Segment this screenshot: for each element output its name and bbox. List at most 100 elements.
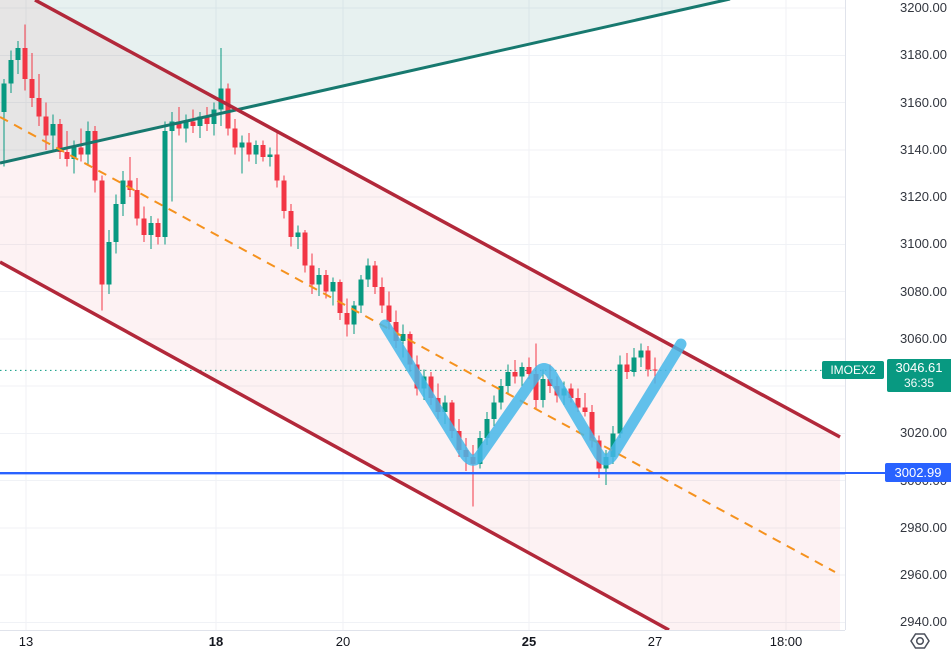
price-axis-label: 3020.00 [900, 425, 947, 441]
candle-body [582, 407, 588, 412]
candle-body [190, 121, 196, 127]
candle-body [638, 350, 644, 358]
candle-body [36, 97, 42, 117]
price-axis-label: 3060.00 [900, 330, 947, 346]
candle-body [631, 357, 637, 372]
channel-upper-line[interactable] [34, 0, 841, 439]
candle-body [155, 222, 161, 238]
candle-body [106, 241, 112, 285]
candle-body [442, 402, 448, 412]
candle-body [589, 411, 595, 441]
candle-body [505, 371, 511, 386]
candle-body [288, 211, 294, 238]
candle-body [526, 367, 532, 375]
axis-settings-icon[interactable] [908, 632, 932, 650]
candle-body [253, 145, 259, 155]
time-axis-label: 18 [208, 634, 224, 649]
time-axis[interactable]: 13 18 20 25 27 18:00 [0, 630, 951, 652]
price-axis-label: 3180.00 [900, 47, 947, 63]
candle-body [197, 116, 203, 127]
price-axis-label: 3100.00 [900, 236, 947, 252]
ascending-trendline[interactable] [0, 0, 731, 165]
chart-canvas[interactable] [0, 0, 845, 630]
candle-body [232, 128, 238, 148]
candle-body [491, 402, 497, 420]
candle-body [379, 286, 385, 306]
candle-body [183, 121, 189, 129]
price-axis-label: 3200.00 [900, 0, 947, 15]
axis-corner [845, 630, 951, 652]
candle-body [113, 204, 119, 242]
candle-body [358, 279, 364, 306]
candle-body [645, 350, 651, 370]
candle-body [267, 154, 273, 157]
price-axis-label: 3080.00 [900, 283, 947, 299]
candle-body [652, 369, 658, 371]
candle-body [512, 371, 518, 377]
candle-body [449, 402, 455, 431]
last-price-value: 3046.61 [895, 360, 943, 375]
chart-svg[interactable] [0, 0, 845, 630]
candle-body [22, 48, 28, 79]
candle-body [274, 154, 280, 181]
candle-body [295, 232, 301, 238]
descending-channel-fill [0, 0, 840, 630]
candle-body [148, 222, 154, 235]
channel-lower-line[interactable] [0, 260, 670, 630]
candle-body [323, 274, 329, 292]
candle-body [372, 265, 378, 287]
candle-body [533, 374, 539, 401]
w-pattern-drawing[interactable] [379, 319, 687, 466]
symbol-label-badge: IMOEX2 [822, 361, 884, 379]
price-axis[interactable]: 3200.00 3180.00 3160.00 3140.00 3120.00 3100.… [845, 0, 951, 630]
candle-body [15, 48, 21, 60]
candle-body [141, 218, 147, 235]
candle-body [8, 59, 14, 84]
channel-midline-dashed[interactable] [0, 116, 836, 573]
candle-body [211, 109, 217, 124]
candle-body [428, 376, 434, 398]
candle-body [519, 367, 525, 377]
candle-body [176, 121, 182, 129]
candle-body [50, 123, 56, 136]
candle-body [260, 145, 266, 157]
candle-body [29, 78, 35, 98]
candle-body [386, 305, 392, 323]
candle-body [575, 397, 581, 408]
candle-body [92, 130, 98, 181]
time-axis-label: 20 [335, 634, 351, 649]
candle-body [351, 305, 357, 325]
price-axis-label: 3160.00 [900, 94, 947, 110]
candle-body [617, 364, 623, 434]
candle-body [99, 180, 105, 285]
horizontal-price-line[interactable] [0, 472, 886, 474]
candle-body [71, 147, 77, 160]
candle-body [400, 334, 406, 342]
candle-body [43, 116, 49, 136]
candle-body [64, 152, 70, 160]
candle-body [302, 232, 308, 266]
price-axis-label: 3120.00 [900, 189, 947, 204]
price-axis-label: 2980.00 [900, 519, 947, 535]
last-price-badge: 3046.61 36:35 [887, 359, 951, 392]
candle-body [365, 265, 371, 280]
candle-body [330, 282, 336, 292]
candle-body [344, 312, 350, 325]
candle-body [204, 116, 210, 124]
candle-body [281, 180, 287, 212]
candle-body [568, 388, 574, 398]
candle-body [162, 130, 168, 238]
candle-body [169, 121, 175, 131]
bar-countdown: 36:35 [903, 376, 935, 390]
candle-body [239, 142, 245, 148]
candle-body [498, 386, 504, 403]
candle-body [78, 147, 84, 155]
price-axis-label: 2960.00 [900, 567, 947, 582]
candle-body [484, 419, 490, 438]
candle-body [407, 334, 413, 365]
candle-body [134, 189, 140, 219]
candle-body [218, 88, 224, 110]
time-axis-label: 13 [18, 634, 34, 649]
time-axis-label: 18:00 [769, 634, 803, 649]
